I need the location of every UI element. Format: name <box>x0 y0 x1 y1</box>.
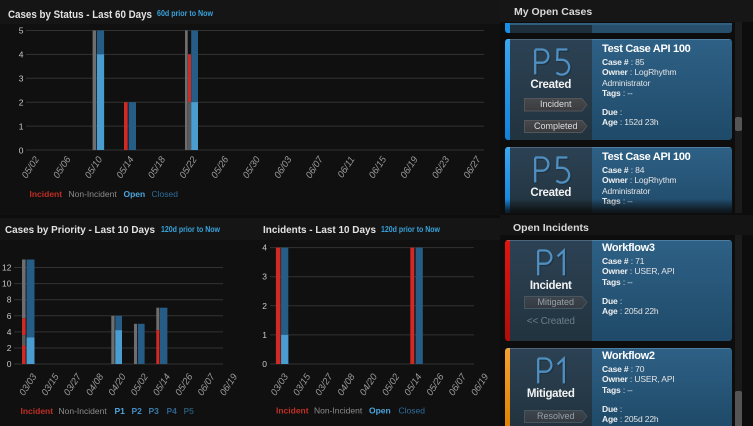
svg-text:P2: P2 <box>132 406 143 416</box>
svg-text:Cases by Priority - Last 10 Da: Cases by Priority - Last 10 Days <box>5 224 155 236</box>
svg-text:Non-Incident: Non-Incident <box>59 406 108 416</box>
svg-text:2: 2 <box>262 301 267 311</box>
svg-text:Incidents - Last 10 Days: Incidents - Last 10 Days <box>263 224 376 236</box>
svg-text:P3: P3 <box>149 406 160 416</box>
svg-text:10: 10 <box>2 279 12 289</box>
svg-text:Non-Incident: Non-Incident <box>69 189 118 199</box>
svg-text:4: 4 <box>19 50 24 60</box>
svg-text:P4: P4 <box>167 406 178 416</box>
svg-text:4: 4 <box>7 327 12 337</box>
svg-text:0: 0 <box>262 359 267 369</box>
svg-text:120d prior to Now: 120d prior to Now <box>161 224 220 234</box>
svg-text:60d prior to Now: 60d prior to Now <box>157 8 213 18</box>
svg-text:Incident: Incident <box>21 406 54 416</box>
svg-text:Incident: Incident <box>276 406 309 416</box>
svg-text:5: 5 <box>19 26 24 36</box>
svg-text:Cases by Status - Last 60 Days: Cases by Status - Last 60 Days <box>8 9 152 21</box>
svg-text:6: 6 <box>7 311 12 321</box>
svg-text:Open: Open <box>124 189 146 199</box>
svg-text:2: 2 <box>7 343 12 353</box>
svg-text:Open: Open <box>369 406 391 416</box>
svg-text:120d prior to Now: 120d prior to Now <box>381 224 440 234</box>
svg-text:0: 0 <box>7 359 12 369</box>
svg-text:P1: P1 <box>115 406 126 416</box>
svg-text:Non-Incident: Non-Incident <box>314 406 363 416</box>
svg-text:P5: P5 <box>184 406 195 416</box>
svg-text:1: 1 <box>262 330 267 340</box>
svg-text:3: 3 <box>19 74 24 84</box>
svg-text:0: 0 <box>19 146 24 156</box>
svg-text:12: 12 <box>2 263 12 273</box>
svg-text:1: 1 <box>19 122 24 132</box>
svg-text:Incident: Incident <box>30 189 63 199</box>
svg-text:3: 3 <box>262 272 267 282</box>
svg-text:2: 2 <box>19 98 24 108</box>
svg-text:4: 4 <box>262 243 267 253</box>
svg-text:Closed: Closed <box>152 189 179 199</box>
svg-text:8: 8 <box>7 295 12 305</box>
svg-text:Closed: Closed <box>399 406 426 416</box>
